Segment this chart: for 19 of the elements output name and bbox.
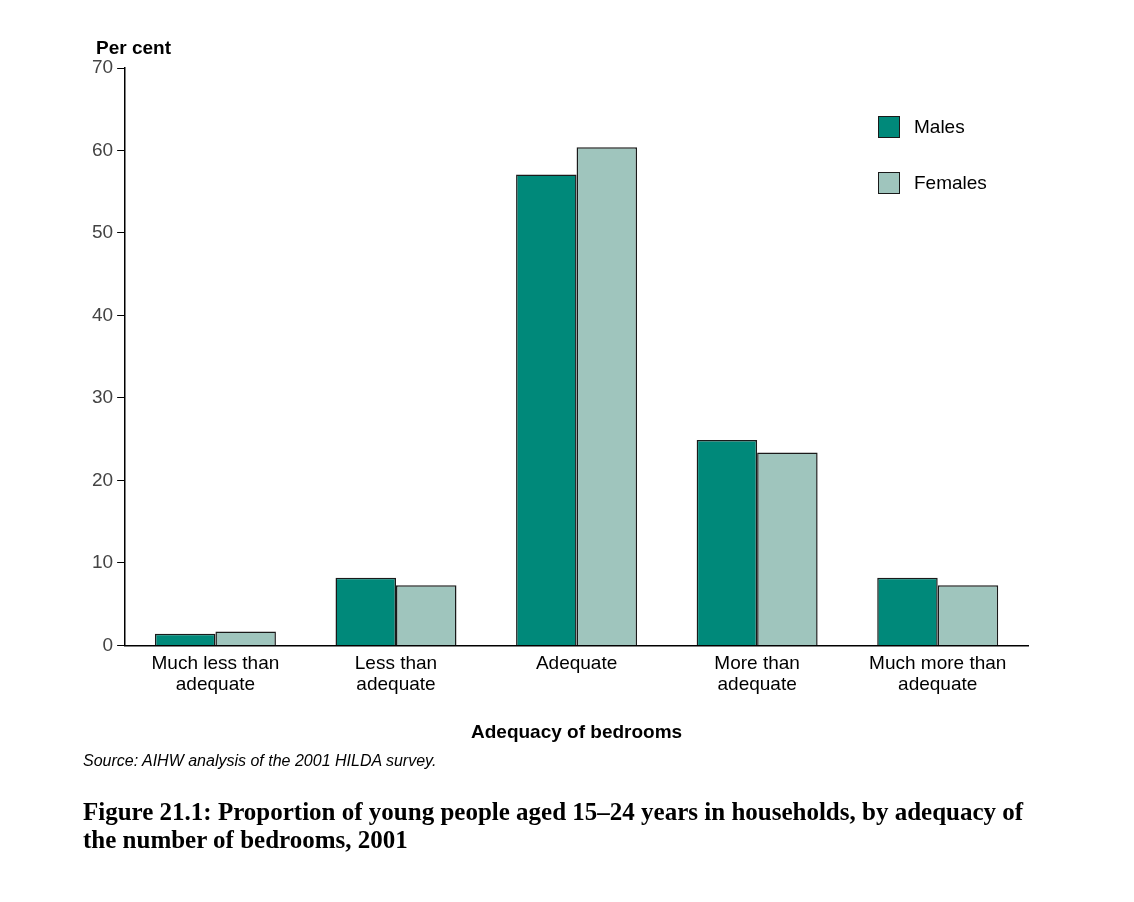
y-axis-title: Per cent	[96, 36, 172, 58]
x-tick-label: More than adequate	[714, 652, 800, 694]
legend-label: Females	[914, 172, 987, 194]
text: Figure 21.1: Proportion of young people aged 15–24 years in households, by adequacy of the number of bedrooms, 2001	[83, 798, 1025, 854]
y-tick-label: 70	[91, 56, 114, 78]
x-tick-label: Less than adequate	[354, 652, 438, 694]
y-tick-label: 40	[91, 303, 114, 325]
y-tick-label: 20	[91, 468, 114, 490]
x-tick-label: Adequate	[535, 652, 618, 674]
x-tick-label: Much more than adequate	[869, 652, 1007, 694]
y-tick-label: 10	[91, 551, 114, 573]
x-axis-title: Adequacy of bedrooms	[470, 720, 683, 742]
x-tick-label: Much less than adequate	[151, 652, 280, 694]
legend-label: Males	[914, 116, 965, 138]
y-tick-label: 0	[102, 633, 114, 655]
source-note: Source: AIHW analysis of the 2001 HILDA survey.	[83, 752, 438, 770]
y-tick-label: 60	[91, 138, 114, 160]
y-tick-label: 50	[91, 221, 114, 243]
y-tick-label: 30	[91, 386, 114, 408]
